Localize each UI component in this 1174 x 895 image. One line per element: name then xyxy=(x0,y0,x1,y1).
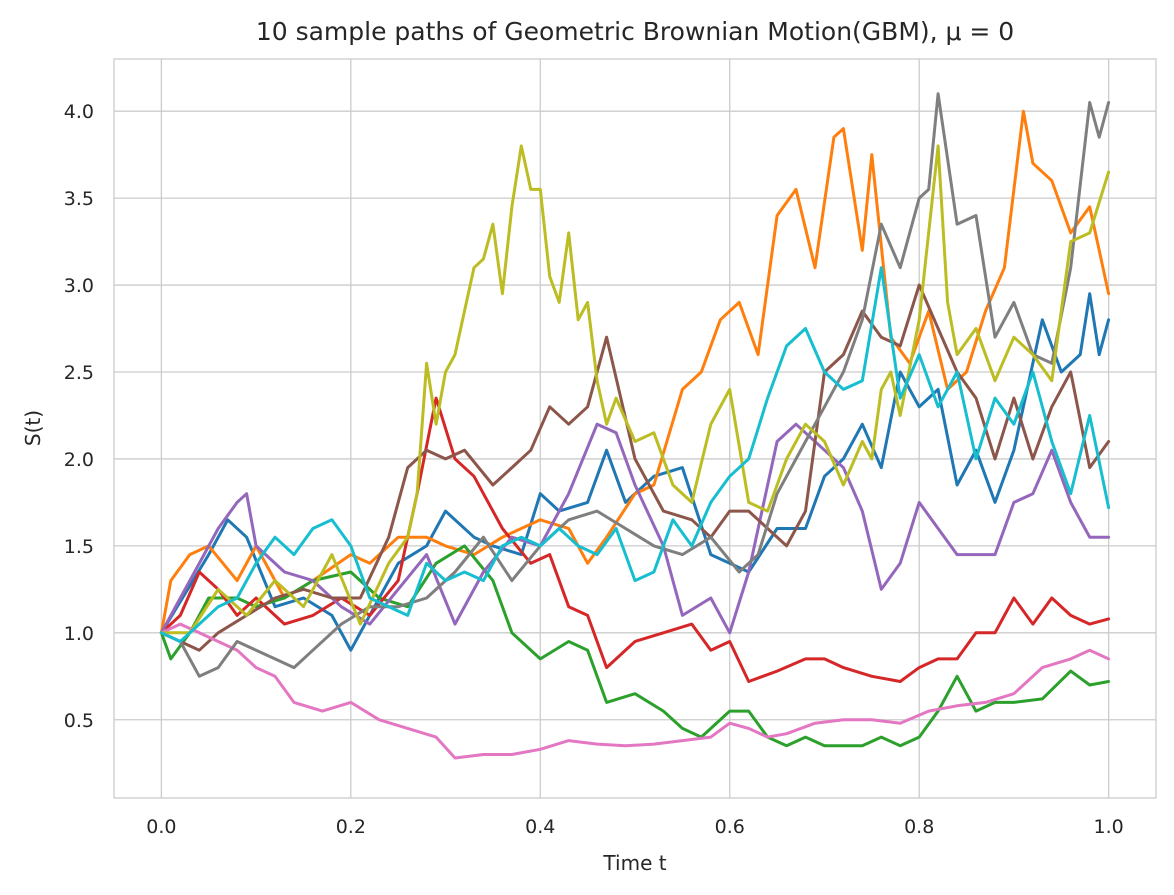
x-tick-label: 0.4 xyxy=(525,816,555,838)
x-tick-label: 0.0 xyxy=(146,816,176,838)
y-tick-labels: 0.5 1.0 1.5 2.0 2.5 3.0 3.5 4.0 xyxy=(64,101,94,732)
x-tick-label: 0.8 xyxy=(904,816,934,838)
x-tick-label: 0.2 xyxy=(336,816,366,838)
series-line-5 xyxy=(159,422,1111,635)
x-tick-label: 1.0 xyxy=(1094,816,1124,838)
plot-frame xyxy=(113,58,1157,799)
y-tick-label: 3.0 xyxy=(64,275,94,297)
y-axis-label: S(t) xyxy=(21,410,45,446)
series-line-6 xyxy=(159,283,1111,652)
y-tick-label: 2.5 xyxy=(64,362,94,384)
y-tick-label: 2.0 xyxy=(64,449,94,471)
y-tick-label: 4.0 xyxy=(64,101,94,123)
chart-title: 10 sample paths of Geometric Brownian Mo… xyxy=(256,17,1014,46)
series-line-2 xyxy=(159,109,1111,635)
y-tick-label: 0.5 xyxy=(64,710,94,732)
y-tick-label: 1.5 xyxy=(64,536,94,558)
series-line-10 xyxy=(159,266,1111,643)
series-line-1 xyxy=(159,292,1111,652)
x-axis-label: Time t xyxy=(602,851,666,875)
series-line-8 xyxy=(159,92,1111,678)
x-tick-label: 0.6 xyxy=(715,816,745,838)
y-tick-label: 3.5 xyxy=(64,188,94,210)
x-tick-labels: 0.0 0.2 0.4 0.6 0.8 1.0 xyxy=(146,816,1123,838)
series-lines xyxy=(159,92,1111,760)
series-line-9 xyxy=(159,144,1111,635)
series-line-7 xyxy=(159,622,1111,760)
y-tick-label: 1.0 xyxy=(64,623,94,645)
series-line-4 xyxy=(159,396,1111,683)
